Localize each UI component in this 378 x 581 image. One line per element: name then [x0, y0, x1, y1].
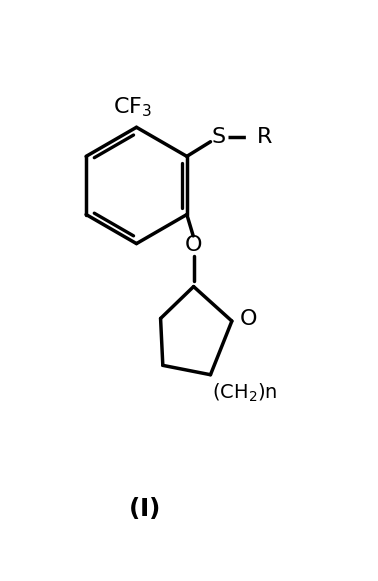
Text: (CH$_2$)n: (CH$_2$)n: [212, 382, 278, 404]
Text: $\mathbf{(I)}$: $\mathbf{(I)}$: [128, 495, 160, 521]
Text: O: O: [185, 235, 202, 255]
Text: R: R: [257, 127, 273, 147]
Text: CF$_3$: CF$_3$: [113, 95, 152, 119]
Text: O: O: [240, 309, 258, 329]
Text: S: S: [212, 127, 226, 147]
